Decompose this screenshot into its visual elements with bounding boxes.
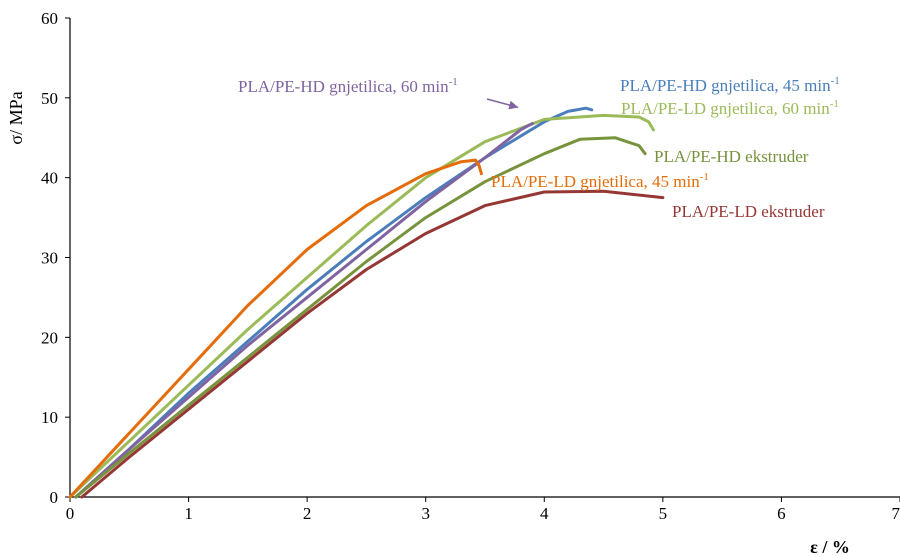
y-tick-label: 30 (41, 249, 58, 268)
series-label-text: PLA/PE-LD gnjetilica, 45 min (491, 172, 700, 191)
tick-labels: 0 10 20 30 40 50 60 0 1 2 3 4 5 6 7 (41, 9, 900, 523)
y-axis-title: σ/ MPa (6, 91, 26, 144)
x-tick-label: 3 (421, 504, 430, 523)
x-tick-label: 1 (184, 504, 193, 523)
x-tick-label: 2 (303, 504, 312, 523)
y-tick-label: 10 (41, 408, 58, 427)
series-label-6: PLA/PE-LD ekstruder (672, 202, 825, 221)
y-tick-label: 60 (41, 9, 58, 28)
series-label-text: PLA/PE-HD gnjetilica, 60 min (238, 77, 449, 96)
y-tick-label: 0 (50, 488, 59, 507)
data-series (68, 106, 665, 499)
series-label-text: PLA/PE-LD gnjetilica, 60 min (621, 99, 830, 118)
series-label-1: PLA/PE-HD gnjetilica, 45 min-1 (620, 75, 840, 95)
series-label-superscript: -1 (449, 76, 458, 88)
series-line-1 (74, 106, 594, 499)
x-tick-label: 0 (66, 504, 75, 523)
annotation-arrowhead (508, 100, 519, 110)
series-label-text: PLA/PE-HD gnjetilica, 45 min (620, 76, 831, 95)
x-tick-label: 7 (892, 504, 900, 523)
x-tick-label: 5 (659, 504, 668, 523)
series-line-6 (80, 189, 665, 499)
axes (65, 17, 900, 502)
series-label-2: PLA/PE-LD gnjetilica, 60 min-1 (621, 98, 839, 118)
y-tick-label: 20 (41, 328, 58, 347)
x-tick-label: 4 (540, 504, 549, 523)
y-tick-label: 50 (41, 89, 58, 108)
series-label-text: PLA/PE-HD ekstruder (654, 147, 809, 166)
series-line-5 (68, 158, 483, 499)
series-line-4 (74, 136, 647, 499)
x-axis-title: ε / % (810, 537, 850, 557)
series-line-2 (68, 113, 655, 499)
y-tick-label: 40 (41, 169, 58, 188)
series-label-superscript: -1 (831, 75, 840, 87)
series-label-text: PLA/PE-LD ekstruder (672, 202, 825, 221)
series-label-3: PLA/PE-HD gnjetilica, 60 min-1 (238, 76, 458, 96)
series-label-4: PLA/PE-HD ekstruder (654, 147, 809, 166)
series-label-superscript: -1 (700, 171, 709, 183)
series-label-5: PLA/PE-LD gnjetilica, 45 min-1 (491, 171, 709, 191)
series-labels: PLA/PE-HD gnjetilica, 45 min-1PLA/PE-LD … (238, 75, 840, 221)
series-line-3 (74, 121, 534, 499)
x-tick-label: 6 (777, 504, 786, 523)
series-label-superscript: -1 (830, 98, 839, 110)
